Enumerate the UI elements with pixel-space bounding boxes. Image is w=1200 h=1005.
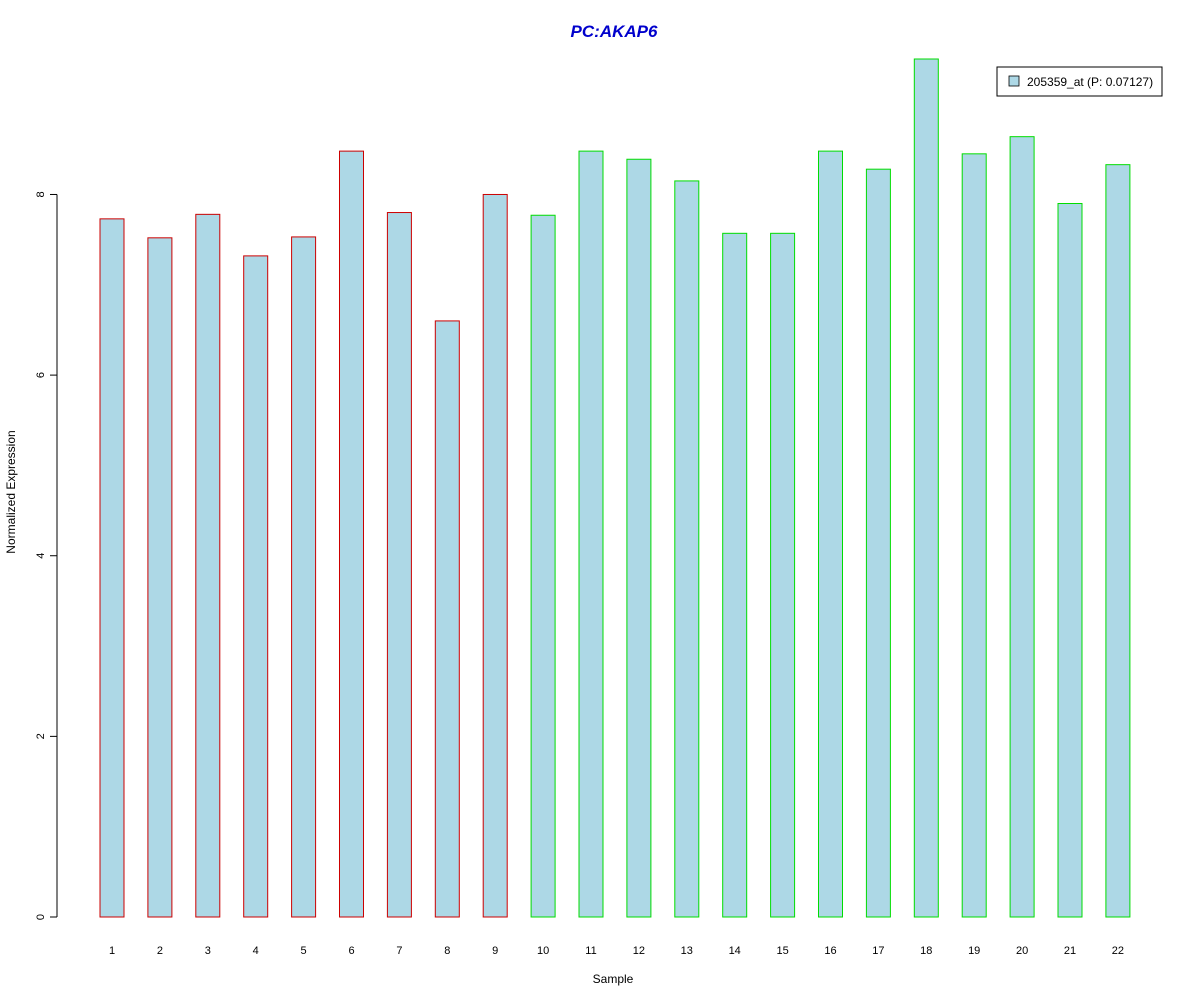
y-tick-label: 4	[35, 553, 47, 559]
x-axis-tick-labels: 1 2 3 4 5 6 7 8 9 10 11 12 13 14 15 16 17 18 19 20 21 22	[109, 945, 1124, 957]
legend-box	[996, 66, 1163, 97]
x-tick-label: 22	[1112, 945, 1124, 957]
x-tick-label: 5	[301, 945, 307, 957]
x-tick-label: 2	[157, 945, 163, 957]
bar-sample-16	[818, 150, 843, 918]
y-axis-label: Normalized Expression	[4, 430, 18, 553]
x-tick-label: 7	[396, 945, 402, 957]
bar-sample-8	[434, 320, 460, 918]
bar-sample-2	[147, 237, 173, 918]
x-axis-label: Sample	[593, 972, 634, 986]
x-tick-label: 20	[1016, 945, 1028, 957]
bar-sample-19	[961, 153, 987, 918]
x-tick-label: 17	[872, 945, 884, 957]
bar-sample-10	[530, 214, 556, 918]
legend: 205359_at (P: 0.07127)	[996, 66, 1163, 97]
bar-sample-13	[674, 180, 700, 918]
y-tick-label: 6	[35, 372, 47, 378]
bar-sample-14	[722, 232, 748, 918]
legend-entry: 205359_at (P: 0.07127)	[1027, 75, 1153, 89]
bars	[99, 58, 1131, 918]
x-tick-label: 6	[348, 945, 354, 957]
x-tick-label: 19	[968, 945, 980, 957]
bar-sample-18	[913, 58, 939, 918]
x-tick-label: 8	[444, 945, 450, 957]
x-tick-label: 9	[492, 945, 498, 957]
x-tick-label: 1	[109, 945, 115, 957]
bar-sample-9	[482, 193, 508, 918]
x-tick-label: 14	[729, 945, 741, 957]
y-tick-label: 8	[35, 191, 47, 197]
x-tick-label: 11	[585, 945, 596, 957]
y-tick-label: 0	[35, 914, 47, 920]
bar-sample-17	[865, 168, 891, 918]
bar-sample-22	[1105, 164, 1131, 918]
bar-sample-11	[578, 150, 604, 918]
bar-sample-7	[386, 212, 412, 918]
bar-sample-20	[1009, 136, 1035, 918]
x-tick-label: 18	[920, 945, 932, 957]
bar-sample-4	[243, 255, 269, 918]
x-tick-label: 12	[633, 945, 645, 957]
x-tick-label: 15	[776, 945, 788, 957]
y-tick-label: 2	[35, 733, 47, 739]
bar-sample-3	[195, 213, 221, 918]
x-tick-label: 21	[1064, 945, 1076, 957]
legend-swatch	[1008, 75, 1020, 87]
bar-sample-1	[99, 218, 125, 918]
bar-sample-12	[626, 158, 652, 918]
x-tick-label: 10	[537, 945, 549, 957]
x-tick-label: 3	[205, 945, 211, 957]
x-tick-label: 16	[824, 945, 836, 957]
bar-sample-21	[1057, 203, 1083, 918]
bar-sample-5	[291, 236, 317, 918]
chart-title: PC:AKAP6	[571, 22, 658, 41]
y-axis: 0 2 4 6 8	[35, 191, 58, 920]
bar-sample-15	[770, 232, 796, 918]
bar-sample-6	[339, 150, 364, 918]
x-tick-label: 4	[253, 945, 259, 957]
x-tick-label: 13	[681, 945, 693, 957]
